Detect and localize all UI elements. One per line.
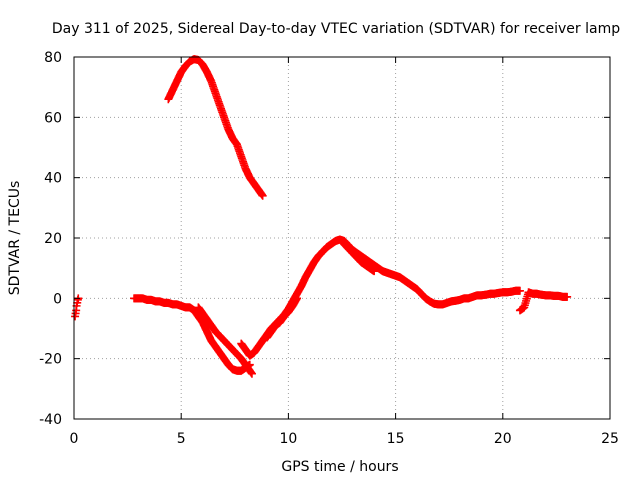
x-tick-label: 5 — [177, 431, 186, 447]
data-point — [292, 294, 301, 303]
chart-title: Day 311 of 2025, Sidereal Day-to-day VTE… — [52, 21, 620, 37]
x-axis-label: GPS time / hours — [281, 459, 398, 475]
y-tick-label: 80 — [44, 50, 62, 66]
y-tick-label: 0 — [53, 291, 62, 307]
y-tick-label: 60 — [44, 110, 62, 126]
data-point — [258, 191, 267, 200]
y-tick-label: -40 — [39, 412, 62, 428]
data-point — [247, 369, 256, 378]
y-tick-label: -20 — [39, 352, 62, 368]
series-arc-start — [71, 294, 83, 321]
data-point — [563, 292, 572, 301]
data-point — [370, 267, 379, 276]
y-axis-label: SDTVAR / TECUs — [7, 181, 23, 296]
series-arc-morning-b — [194, 303, 256, 378]
series-arc-morning-a — [130, 294, 254, 375]
x-tick-label: 0 — [70, 431, 79, 447]
series-arc-mid — [237, 235, 524, 360]
data-points — [71, 55, 572, 378]
series-arc-high — [164, 55, 267, 200]
y-tick-label: 20 — [44, 231, 62, 247]
x-tick-label: 10 — [279, 431, 297, 447]
x-tick-label: 15 — [387, 431, 405, 447]
data-point — [515, 286, 524, 295]
series-arc-mid-b — [262, 240, 379, 342]
series-arc-late — [515, 288, 572, 315]
axis-ticks: 0 5 10 15 20 25 -40 -20 0 20 40 60 80 — [39, 50, 619, 447]
x-tick-label: 25 — [601, 431, 619, 447]
y-tick-label: 40 — [44, 171, 62, 187]
x-tick-label: 20 — [494, 431, 512, 447]
